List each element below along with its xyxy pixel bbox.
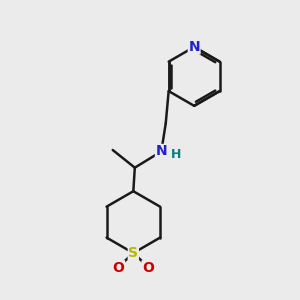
Text: N: N	[188, 40, 200, 54]
Text: O: O	[113, 261, 124, 275]
Text: H: H	[171, 148, 181, 161]
Text: O: O	[142, 261, 154, 275]
Text: S: S	[128, 246, 138, 260]
Text: N: N	[155, 145, 167, 158]
